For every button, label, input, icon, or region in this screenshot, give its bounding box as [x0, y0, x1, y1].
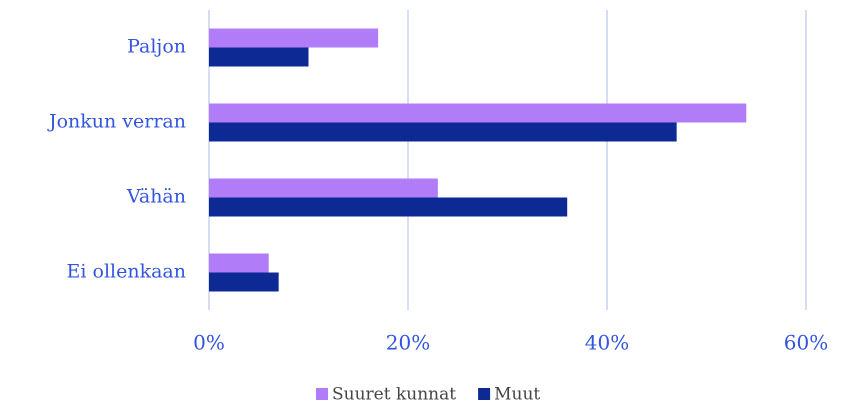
bar	[209, 253, 269, 273]
bar	[209, 28, 379, 48]
y-tick-label: Paljon	[127, 36, 186, 58]
legend-label: Suuret kunnat	[332, 385, 456, 404]
x-tick-label: 0%	[193, 331, 225, 355]
legend-swatch	[478, 388, 491, 400]
x-tick-label: 60%	[784, 331, 828, 355]
bar	[209, 178, 438, 198]
bar	[209, 47, 309, 67]
bar	[209, 272, 279, 292]
x-tick-label: 20%	[386, 331, 430, 355]
x-tick-label: 40%	[585, 331, 629, 355]
bar	[209, 122, 677, 142]
y-tick-label: Vähän	[126, 186, 186, 208]
y-tick-label: Jonkun verran	[47, 111, 186, 133]
legend-label: Muut	[494, 385, 540, 404]
legend-swatch	[316, 388, 328, 400]
bar	[209, 197, 568, 217]
bar	[209, 103, 747, 123]
y-tick-label: Ei ollenkaan	[67, 261, 186, 283]
